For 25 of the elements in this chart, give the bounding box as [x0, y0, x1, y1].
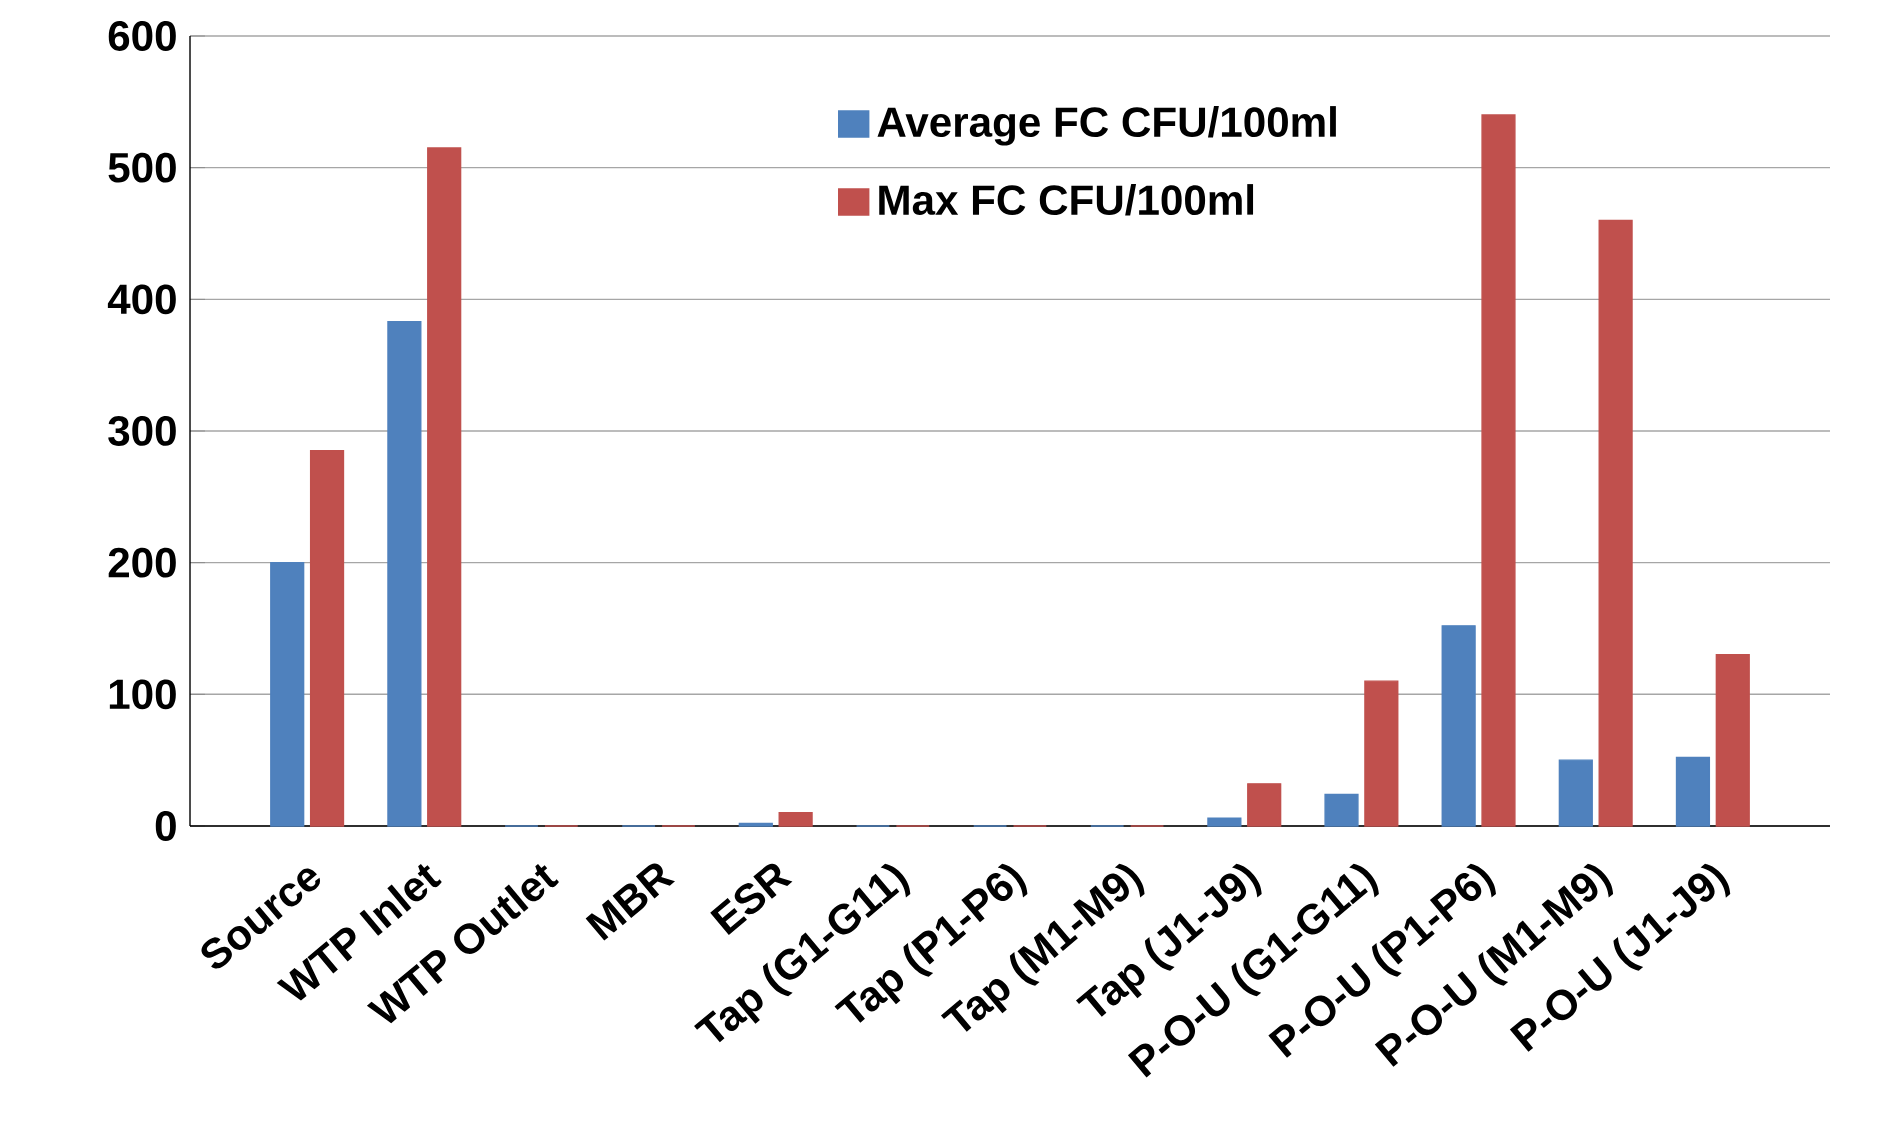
bar	[1481, 114, 1516, 827]
bar	[1715, 654, 1750, 827]
bar	[387, 321, 422, 827]
bar	[427, 147, 462, 827]
bar	[1598, 219, 1633, 827]
bar	[1324, 793, 1359, 827]
bar	[1364, 680, 1399, 827]
y-tick-label: 400	[107, 284, 176, 315]
bar	[270, 561, 305, 827]
bar	[1675, 756, 1711, 827]
legend-label: Max FC CFU/100ml	[879, 184, 1254, 216]
bar	[309, 450, 345, 827]
legend-label: Average FC CFU/100ml	[877, 106, 1336, 146]
y-tick-label: 300	[108, 416, 176, 446]
bar	[778, 812, 813, 827]
y-tick-label: 100	[109, 679, 176, 710]
bar	[1207, 817, 1242, 827]
bar	[1558, 759, 1593, 827]
y-tick-label: 500	[108, 152, 176, 183]
y-tick-label: 200	[108, 547, 176, 578]
y-tick-label: 600	[108, 21, 176, 51]
bar	[1441, 625, 1476, 827]
bar	[1247, 783, 1282, 827]
bar	[738, 822, 773, 827]
y-tick-label: 0	[155, 811, 176, 841]
